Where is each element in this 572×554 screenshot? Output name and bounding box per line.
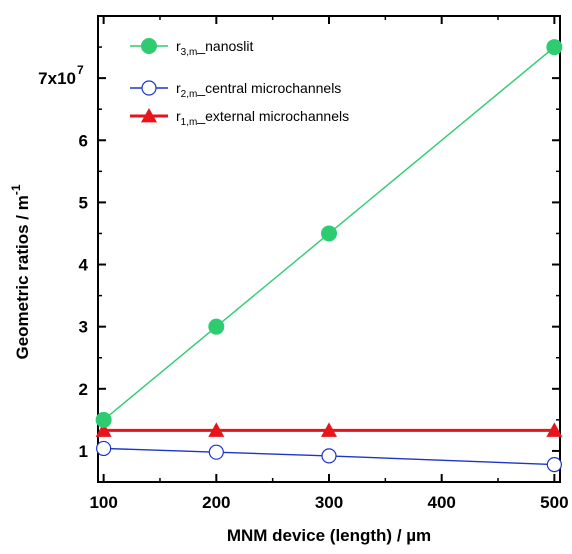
legend-label-main: r (176, 80, 181, 96)
x-tick-label: 200 (202, 493, 230, 512)
data-point (546, 39, 563, 56)
series-lines (103, 46, 555, 466)
series-markers (95, 39, 563, 473)
y-axis-title-main: Geometric ratios / m (13, 195, 32, 359)
data-point (321, 225, 337, 242)
y-tick-label: 6 (79, 131, 88, 150)
legend-label-main: r (176, 108, 181, 124)
x-tick-label: 400 (427, 493, 455, 512)
data-point (95, 422, 112, 437)
y-tick-label: 4 (79, 256, 89, 275)
data-point (321, 448, 337, 464)
x-tick-label: 100 (89, 493, 117, 512)
data-point (208, 444, 224, 460)
series-line (103, 447, 555, 466)
y-tick-label: 7x10 (38, 69, 76, 88)
x-tick-label: 500 (540, 493, 568, 512)
legend-marker (141, 80, 157, 96)
data-point (95, 411, 112, 428)
y-tick-exponent: 7 (77, 63, 84, 77)
y-tick-label: 5 (79, 193, 88, 212)
y-axis-title-exponent: -1 (9, 184, 23, 195)
legend-label: r1,m_external microchannels (176, 108, 349, 128)
legend-label: r2,m_central microchannels (176, 80, 341, 100)
legend-label-subscript: 1,m (181, 117, 198, 128)
legend-label-suffix: _external microchannels (196, 108, 349, 124)
legend-label-subscript: 3,m (181, 47, 198, 58)
series-line (103, 46, 555, 421)
data-point (96, 440, 112, 457)
y-tick-label: 3 (79, 318, 88, 337)
legend-label-suffix: _central microchannels (196, 80, 341, 96)
tick-labels: 100 200 300 400 500 1 2 3 4 5 6 7x10 7 (38, 63, 568, 512)
legend-label: r3,m_nanoslit (176, 38, 253, 58)
data-point (208, 318, 225, 335)
legend-label-suffix: _nanoslit (196, 38, 253, 54)
legend-marker (141, 38, 157, 54)
data-point (546, 457, 562, 473)
legend-label-subscript: 2,m (181, 89, 198, 100)
y-axis-title: Geometric ratios / m-1 (9, 184, 32, 359)
legend-marker (141, 108, 157, 123)
data-point (208, 422, 225, 437)
y-tick-label: 1 (79, 442, 88, 461)
data-point (546, 422, 563, 437)
data-point (321, 422, 337, 437)
y-tick-label: 2 (79, 380, 88, 399)
axis-ticks (98, 16, 560, 482)
legend-label-main: r (176, 38, 181, 54)
x-tick-label: 300 (315, 493, 343, 512)
x-axis-title: MNM device (length) / µm (227, 526, 431, 545)
